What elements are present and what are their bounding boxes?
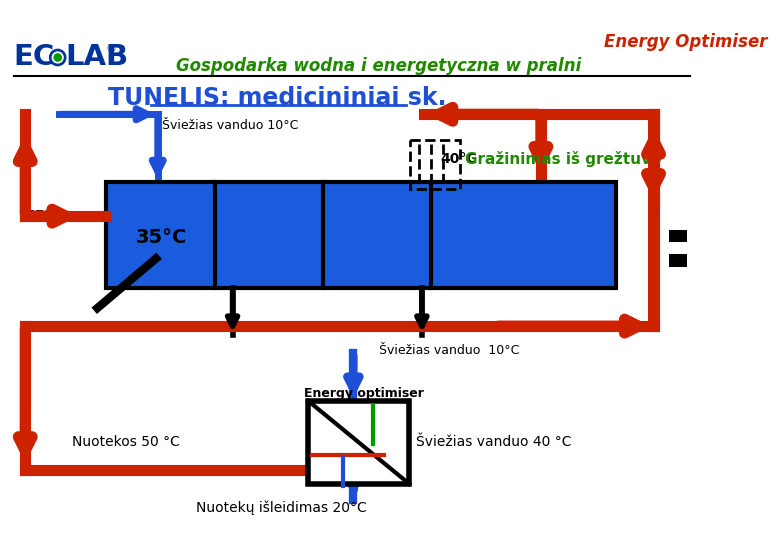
- Text: 35°C: 35°C: [135, 228, 186, 247]
- Text: Energy optimiser: Energy optimiser: [303, 387, 424, 400]
- Text: Šviežias vanduo  10°C: Šviežias vanduo 10°C: [378, 344, 519, 357]
- Circle shape: [54, 54, 62, 61]
- Text: EC: EC: [13, 44, 55, 71]
- Text: 45°C: 45°C: [25, 209, 62, 223]
- Text: Gražinimas iš grežtuvo: Gražinimas iš grežtuvo: [465, 151, 661, 167]
- Text: LAB: LAB: [66, 44, 129, 71]
- Text: 40°C: 40°C: [440, 152, 477, 166]
- Text: TUNELIS: medicininiai sk.: TUNELIS: medicininiai sk.: [108, 86, 447, 110]
- Text: Nuotekų išleidimas 20°C: Nuotekų išleidimas 20°C: [196, 501, 367, 516]
- Text: Gospodarka wodna i energetyczna w pralni: Gospodarka wodna i energetyczna w pralni: [176, 57, 581, 75]
- Text: ®: ®: [105, 44, 116, 55]
- Bar: [669, 254, 687, 267]
- Text: Nuotekos 50 °C: Nuotekos 50 °C: [72, 435, 180, 449]
- Bar: [410, 139, 459, 189]
- Text: Energy Optimiser: Energy Optimiser: [604, 33, 768, 51]
- Bar: [308, 401, 410, 484]
- Text: Šviežias vanduo 40 °C: Šviežias vanduo 40 °C: [417, 435, 572, 449]
- Bar: [106, 182, 615, 288]
- Bar: [669, 230, 687, 242]
- Circle shape: [52, 52, 63, 63]
- Circle shape: [50, 49, 66, 65]
- Text: Šviežias vanduo 10°C: Šviežias vanduo 10°C: [162, 119, 299, 132]
